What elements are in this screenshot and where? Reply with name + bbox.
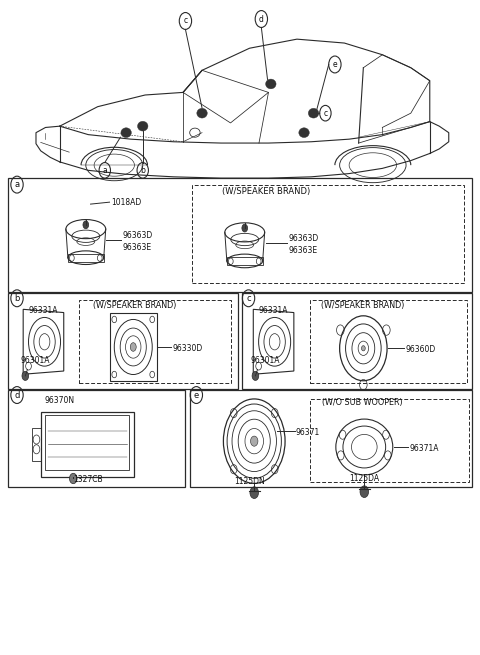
Bar [310, 300, 467, 383]
Bar [227, 257, 263, 265]
Ellipse shape [299, 128, 309, 138]
Bar [8, 390, 185, 487]
Circle shape [242, 224, 248, 232]
Circle shape [252, 371, 259, 381]
Bar [242, 293, 472, 389]
Bar [8, 293, 238, 389]
Ellipse shape [308, 108, 319, 118]
Text: 1327CB: 1327CB [73, 475, 103, 484]
Text: 1018AD: 1018AD [111, 198, 141, 207]
Text: b: b [140, 166, 145, 175]
Bar [32, 428, 41, 460]
Text: 96363D
96363E: 96363D 96363E [123, 231, 153, 252]
Text: 96371: 96371 [296, 428, 320, 437]
Circle shape [361, 346, 365, 351]
Text: d: d [259, 14, 264, 24]
Bar [8, 178, 472, 291]
Ellipse shape [265, 79, 276, 89]
Text: 96330D: 96330D [172, 344, 203, 353]
Bar [109, 312, 157, 381]
Ellipse shape [197, 108, 207, 118]
Text: 96301A: 96301A [21, 356, 50, 365]
Text: (W/O SUB WOOPER): (W/O SUB WOOPER) [322, 398, 402, 407]
Text: (W/SPEAKER BRAND): (W/SPEAKER BRAND) [93, 301, 176, 310]
Circle shape [250, 487, 259, 498]
Text: b: b [14, 294, 20, 303]
Text: 96301A: 96301A [251, 356, 280, 365]
Ellipse shape [130, 343, 136, 351]
Text: e: e [333, 60, 337, 69]
Text: 96363D
96363E: 96363D 96363E [289, 234, 319, 255]
Circle shape [360, 486, 369, 498]
Text: c: c [246, 294, 251, 303]
Bar [192, 185, 465, 284]
Text: 96331A: 96331A [259, 306, 288, 315]
Bar [190, 390, 472, 487]
Text: e: e [194, 390, 199, 400]
Text: a: a [102, 166, 107, 175]
Text: a: a [14, 180, 20, 189]
Text: (W/SPEAKER BRAND): (W/SPEAKER BRAND) [222, 187, 310, 196]
Bar [68, 254, 104, 262]
Ellipse shape [137, 121, 148, 131]
Text: (W/SPEAKER BRAND): (W/SPEAKER BRAND) [321, 301, 404, 310]
Text: 1125DA: 1125DA [349, 474, 379, 483]
Bar [79, 300, 230, 383]
Text: 96371A: 96371A [410, 444, 439, 453]
Text: 1125DN: 1125DN [234, 477, 265, 486]
Circle shape [83, 221, 89, 229]
Text: 96370N: 96370N [45, 396, 75, 405]
Text: c: c [183, 16, 188, 26]
Text: c: c [324, 109, 327, 118]
Bar [310, 399, 469, 482]
Text: d: d [14, 390, 20, 400]
Text: 96360D: 96360D [405, 345, 435, 354]
Circle shape [22, 371, 29, 381]
Bar [46, 415, 129, 470]
Circle shape [70, 474, 77, 483]
Circle shape [251, 436, 258, 446]
Text: 96331A: 96331A [29, 306, 59, 315]
Ellipse shape [121, 128, 132, 138]
Bar [41, 412, 134, 477]
